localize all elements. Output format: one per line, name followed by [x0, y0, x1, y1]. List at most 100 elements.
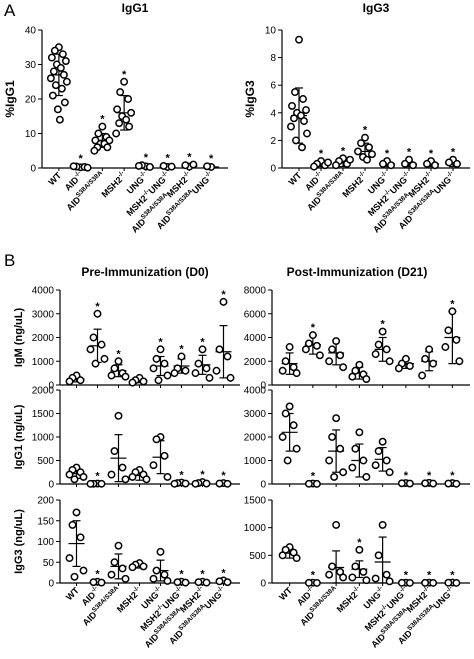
data-point	[68, 520, 77, 529]
data-point	[46, 74, 55, 83]
data-point	[76, 533, 85, 542]
data-point	[397, 479, 406, 488]
data-point	[152, 354, 161, 363]
y-tick-label: 100	[37, 537, 54, 548]
data-point	[357, 139, 365, 148]
y-tick-label: 2000	[32, 333, 55, 344]
panel-letter-b: B	[4, 251, 15, 270]
y-tick-label: 1000	[32, 433, 55, 444]
y-tick-label: 3000	[32, 309, 55, 320]
significance-star: *	[165, 153, 170, 165]
significance-star: *	[200, 336, 205, 348]
data-point	[202, 364, 211, 373]
data-point	[312, 578, 321, 587]
data-point	[387, 161, 395, 170]
data-point	[60, 98, 69, 107]
data-point	[94, 129, 103, 138]
data-point	[292, 554, 301, 563]
data-point	[385, 468, 394, 477]
data-point	[382, 456, 391, 465]
data-point	[385, 357, 394, 366]
data-point	[324, 158, 332, 167]
data-point	[355, 360, 364, 369]
y-tick-label: 30	[25, 60, 37, 71]
data-point	[181, 479, 190, 488]
data-point	[287, 122, 295, 131]
data-point	[69, 162, 78, 171]
y-tick-label: 0	[30, 164, 36, 175]
data-point	[55, 115, 64, 124]
data-point	[374, 551, 383, 560]
significance-star: *	[100, 114, 105, 126]
data-point	[339, 363, 348, 372]
data-point	[149, 461, 158, 470]
data-point	[278, 433, 287, 441]
data-point	[441, 343, 450, 351]
data-point	[181, 161, 190, 170]
y-tick-label: 6000	[244, 309, 267, 320]
data-point	[328, 345, 337, 354]
data-point	[139, 562, 148, 571]
significance-star: *	[341, 145, 346, 157]
data-point	[107, 570, 116, 579]
y-tick-label: 500	[249, 551, 266, 562]
data-point	[328, 433, 337, 441]
y-tick-label: 1000	[244, 523, 267, 534]
significance-star: *	[221, 470, 226, 482]
significance-star: *	[450, 470, 455, 482]
y-tick-label: 40	[25, 26, 37, 37]
data-point	[315, 351, 324, 360]
data-point	[59, 70, 68, 79]
data-point	[401, 159, 409, 168]
y-axis-label: IgG3 (ng/uL)	[13, 509, 25, 574]
data-point	[301, 345, 310, 354]
chart-title: IgG1	[122, 1, 149, 15]
y-tick-label: 4000	[32, 286, 55, 297]
data-point	[379, 159, 387, 168]
data-point	[107, 470, 116, 479]
data-point	[51, 81, 60, 90]
significance-star: *	[450, 569, 455, 581]
data-point	[128, 378, 137, 387]
data-point	[290, 114, 298, 123]
significance-star: *	[209, 153, 214, 165]
data-point	[431, 161, 439, 170]
data-point	[328, 562, 337, 571]
data-point	[124, 95, 133, 103]
significance-star: *	[357, 537, 362, 549]
data-point	[56, 64, 65, 72]
data-point	[362, 473, 371, 481]
data-point	[72, 508, 81, 517]
y-tick-label: 1000	[32, 357, 55, 368]
y-tick-label: 500	[37, 456, 54, 467]
data-point	[223, 479, 232, 488]
data-point	[292, 369, 301, 378]
data-point	[226, 373, 235, 382]
data-point	[444, 326, 453, 335]
data-point	[114, 541, 123, 550]
data-point	[351, 444, 360, 453]
data-point	[57, 84, 66, 93]
data-point	[170, 479, 179, 488]
data-point	[330, 473, 339, 481]
data-point	[418, 371, 427, 380]
data-point	[295, 35, 303, 44]
chart-a-igg1: 0 10 20 30 40 IgG1 %IgG1 * * * * * * *	[3, 1, 228, 175]
significance-star: *	[407, 147, 412, 159]
significance-star: *	[95, 301, 100, 313]
data-point	[152, 435, 161, 444]
significance-star: *	[78, 153, 83, 165]
data-point	[156, 345, 165, 354]
significance-star: *	[311, 322, 316, 334]
data-point	[378, 520, 387, 529]
y-tick-label: 10	[265, 26, 277, 37]
data-point	[121, 475, 130, 484]
data-point	[110, 364, 119, 373]
data-point	[149, 364, 158, 373]
significance-star: *	[187, 152, 192, 164]
data-point	[114, 357, 123, 366]
data-point	[397, 578, 406, 587]
data-point	[310, 162, 318, 171]
data-point	[278, 366, 287, 375]
